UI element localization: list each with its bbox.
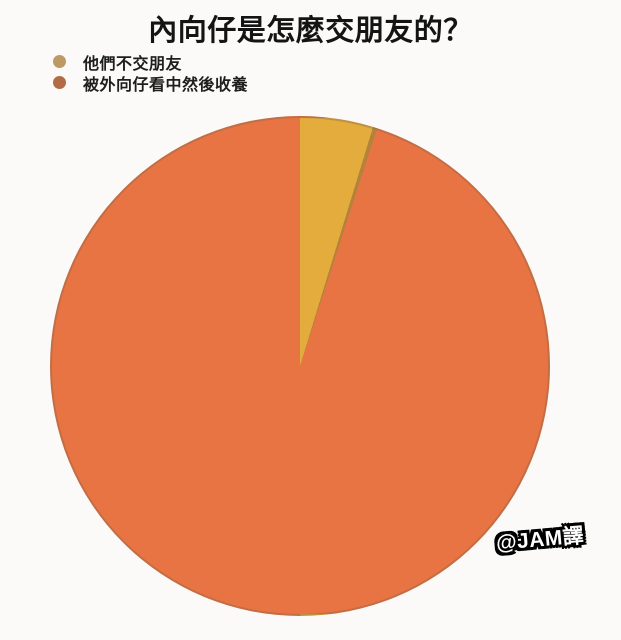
legend-swatch (53, 55, 66, 68)
legend-item: 他們不交朋友 (53, 51, 248, 73)
watermark: @JAM譯 (495, 524, 586, 555)
legend-item: 被外向仔看中然後收養 (53, 72, 249, 94)
pie-chart (50, 116, 550, 616)
legend: 他們不交朋友 被外向仔看中然後收養 (53, 51, 249, 94)
legend-label: 他們不交朋友 (83, 55, 183, 73)
chart-title: 內向仔是怎麼交朋友的？ (148, 15, 473, 47)
legend-swatch (53, 76, 66, 89)
legend-label: 被外向仔看中然後收養 (83, 76, 249, 94)
